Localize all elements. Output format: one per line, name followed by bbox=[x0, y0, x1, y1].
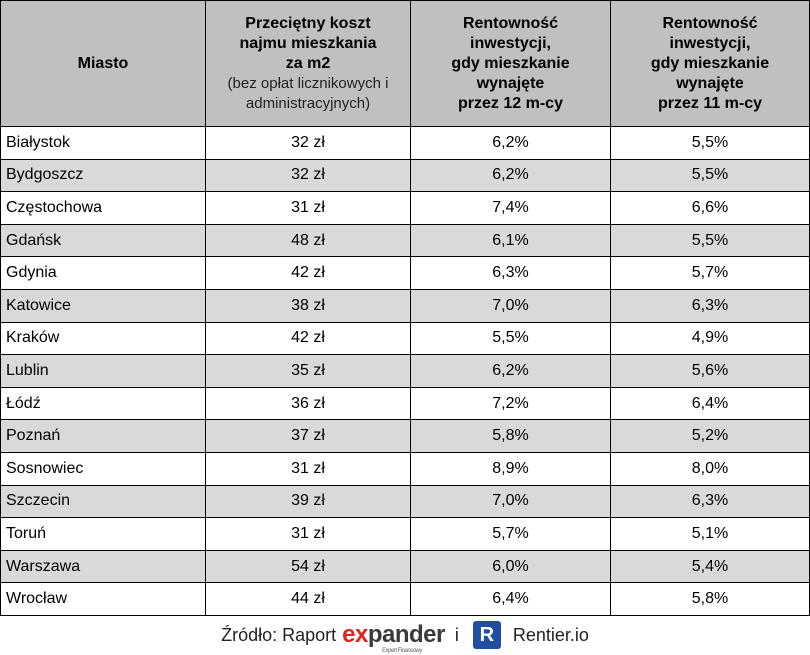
table-cell: 5,7% bbox=[610, 256, 810, 290]
table-cell: 6,2% bbox=[410, 158, 611, 193]
logo-tagline: Expert Finansowy bbox=[382, 648, 422, 654]
table-cell: 5,5% bbox=[610, 158, 810, 193]
table-cell: 5,7% bbox=[410, 517, 611, 551]
source-label: Źródło: Raport bbox=[221, 624, 337, 645]
table-cell: 31 zł bbox=[205, 452, 411, 486]
conjunction: i bbox=[454, 624, 459, 645]
table-cell: Poznań bbox=[0, 419, 206, 453]
header-line: przez 12 m-cy bbox=[458, 94, 563, 112]
table-cell: 7,4% bbox=[410, 191, 611, 225]
header-cell: Miasto bbox=[0, 0, 206, 127]
table-cell: 32 zł bbox=[205, 158, 411, 193]
header-line: inwestycji, bbox=[669, 34, 751, 52]
table-cell: 5,8% bbox=[410, 419, 611, 453]
table-cell: 5,6% bbox=[610, 354, 810, 388]
table-cell: Sosnowiec bbox=[0, 452, 206, 486]
table-cell: Gdynia bbox=[0, 256, 206, 290]
header-line: gdy mieszkanie bbox=[650, 54, 770, 72]
table-cell: 8,9% bbox=[410, 452, 611, 486]
header-line: przez 11 m-cy bbox=[657, 94, 763, 112]
table-cell: 31 zł bbox=[205, 191, 411, 225]
table-cell: Katowice bbox=[0, 289, 206, 323]
table-cell: Warszawa bbox=[0, 549, 206, 584]
table-cell: 4,9% bbox=[610, 321, 810, 356]
header-line: Rentowność bbox=[662, 14, 758, 32]
table-cell: 5,4% bbox=[610, 549, 810, 584]
table-cell: 6,4% bbox=[610, 386, 810, 421]
table-cell: 35 zł bbox=[205, 354, 411, 388]
header-note: (bez opłat licznikowych i bbox=[227, 74, 389, 92]
table-cell: 5,1% bbox=[610, 517, 810, 551]
table-cell: 39 zł bbox=[205, 484, 411, 519]
header-line: inwestycji, bbox=[470, 34, 551, 52]
table-cell: 6,3% bbox=[610, 289, 810, 323]
table-cell: 6,2% bbox=[410, 126, 611, 160]
table-cell: Częstochowa bbox=[0, 191, 206, 225]
table-cell: 6,6% bbox=[610, 191, 810, 225]
header-line: wynajęte bbox=[676, 74, 744, 92]
table-cell: 31 zł bbox=[205, 517, 411, 551]
table-cell: 44 zł bbox=[205, 582, 411, 616]
table-cell: 7,2% bbox=[410, 386, 611, 421]
table-cell: 7,0% bbox=[410, 289, 611, 323]
table-cell: Białystok bbox=[0, 126, 206, 160]
expander-logo: expander Expert Finansowy bbox=[342, 621, 446, 654]
header-line: gdy mieszkanie bbox=[451, 54, 570, 72]
table-cell: Gdańsk bbox=[0, 223, 206, 258]
brand: Rentier.io bbox=[512, 624, 589, 645]
table-cell: 42 zł bbox=[205, 256, 411, 290]
table-cell: 6,4% bbox=[410, 582, 611, 616]
table-cell: 32 zł bbox=[205, 126, 411, 160]
table-cell: 48 zł bbox=[205, 223, 411, 258]
header-line: wynajęte bbox=[476, 74, 545, 92]
header-line: najmu mieszkania bbox=[239, 34, 377, 52]
table-cell: 5,5% bbox=[410, 321, 611, 356]
header-line: Miasto bbox=[77, 54, 129, 72]
header-cell: Przeciętny koszt najmu mieszkania za m2 (be… bbox=[205, 0, 411, 127]
header-cell: Rentowność inwestycji, gdy mieszkanie wynaj… bbox=[410, 0, 611, 127]
table-cell: Łódź bbox=[0, 386, 206, 421]
table-cell: 6,3% bbox=[610, 484, 810, 519]
rentier-icon: R bbox=[472, 621, 501, 649]
footer: Źródło: Raport expander Expert Finansowy … bbox=[0, 615, 810, 655]
table-cell: 37 zł bbox=[205, 419, 411, 453]
table-cell: 5,2% bbox=[610, 419, 810, 453]
logo-text: pander bbox=[367, 621, 446, 648]
table-cell: 5,5% bbox=[610, 223, 810, 258]
table-cell: Toruń bbox=[0, 517, 206, 551]
table-cell: 6,3% bbox=[410, 256, 611, 290]
table-cell: Bydgoszcz bbox=[0, 158, 206, 193]
header-line: Rentowność bbox=[462, 14, 559, 32]
logo-accent: ex bbox=[342, 621, 368, 648]
table-cell: 36 zł bbox=[205, 386, 411, 421]
table-cell: 6,2% bbox=[410, 354, 611, 388]
header-line: Przeciętny koszt bbox=[245, 14, 371, 32]
header-note: administracyjnych) bbox=[245, 94, 371, 112]
table-cell: 5,5% bbox=[610, 126, 810, 160]
table-cell: 6,1% bbox=[410, 223, 611, 258]
header-line: za m2 bbox=[285, 54, 331, 72]
table-cell: 54 zł bbox=[205, 549, 411, 584]
table-cell: Lublin bbox=[0, 354, 206, 388]
table-cell: 5,8% bbox=[610, 582, 810, 616]
table-cell: Wrocław bbox=[0, 582, 206, 616]
table-cell: Kraków bbox=[0, 321, 206, 356]
table-cell: 42 zł bbox=[205, 321, 411, 356]
table-cell: 6,0% bbox=[410, 549, 611, 584]
table-cell: 8,0% bbox=[610, 452, 810, 486]
table-cell: 7,0% bbox=[410, 484, 611, 519]
table-cell: Szczecin bbox=[0, 484, 206, 519]
table-cell: 38 zł bbox=[205, 289, 411, 323]
header-cell: Rentowność inwestycji, gdy mieszkanie wynaj… bbox=[610, 0, 810, 127]
